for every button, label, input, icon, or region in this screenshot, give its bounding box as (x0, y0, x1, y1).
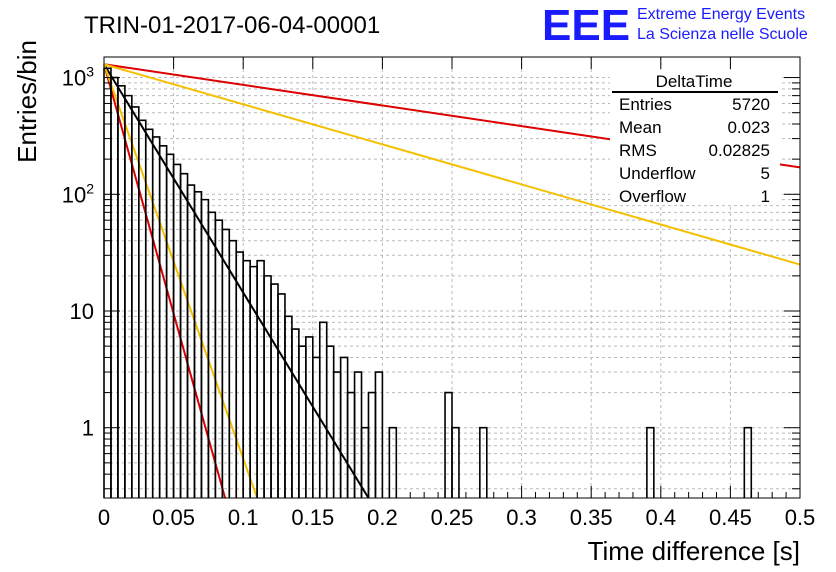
y-tick-label: 1 (82, 416, 94, 441)
histogram-bin (179, 172, 189, 498)
x-tick-label: 0.35 (570, 505, 613, 530)
x-tick-label: 0.15 (291, 505, 334, 530)
x-tick-label: 0.5 (785, 505, 816, 530)
x-tick-label: 0.1 (228, 505, 259, 530)
chart-title: TRIN-01-2017-06-04-00001 (84, 12, 380, 39)
x-tick-label: 0.2 (367, 505, 398, 530)
stats-value: 5 (761, 164, 770, 183)
histogram-bin (479, 426, 488, 498)
stats-value: 1 (761, 187, 770, 206)
histogram-bin (374, 371, 384, 498)
histogram-bin (451, 426, 460, 498)
x-tick-label: 0.3 (506, 505, 537, 530)
stats-value: 5720 (732, 95, 770, 114)
x-tick-label: 0.4 (646, 505, 677, 530)
histogram-bin (263, 275, 272, 498)
histogram-bin (298, 345, 307, 498)
histogram-bin (117, 84, 126, 498)
stats-box: DeltaTime Entries 5720 Mean 0.023 RMS 0.02825… (610, 70, 780, 206)
histogram-bin (124, 94, 133, 498)
histogram-bin (284, 315, 293, 498)
histogram-bin (743, 426, 753, 498)
histogram-bars (103, 67, 753, 498)
histogram-bin (214, 219, 224, 498)
x-tick-label: 0.25 (431, 505, 474, 530)
histogram-bin (291, 328, 300, 498)
x-tick-label: 0 (98, 505, 110, 530)
logo-line-1: Extreme Energy Events (637, 6, 805, 23)
histogram-bin (193, 191, 203, 498)
x-tick-label: 0.05 (152, 505, 195, 530)
y-tick-label: 103 (62, 64, 94, 91)
histogram-bin (110, 76, 119, 498)
logo-letters: EEE (542, 1, 630, 50)
x-axis-label: Time difference [s] (588, 536, 800, 566)
stats-label: Mean (619, 118, 662, 137)
histogram-bin (186, 184, 196, 498)
histogram-bin (444, 391, 453, 498)
stats-label: Entries (619, 95, 672, 114)
y-tick-label: 10 (70, 299, 94, 324)
fit-line (103, 63, 801, 266)
histogram-bin (332, 371, 342, 498)
stats-value: 0.023 (727, 118, 770, 137)
stats-label: RMS (619, 141, 657, 160)
stats-label: Overflow (619, 187, 687, 206)
stats-value: 0.02825 (709, 141, 770, 160)
histogram-bin (346, 391, 356, 498)
y-axis-label: Entries/bin (12, 40, 42, 163)
x-axis: 0 0.05 0.1 0.15 0.2 0.25 0.3 0.35 0.4 0.45 0.5 (98, 57, 815, 530)
histogram-bin (325, 345, 335, 498)
histogram-bin (367, 391, 377, 498)
stats-name: DeltaTime (656, 72, 733, 91)
histogram-bin (646, 426, 655, 498)
logo-line-2: La Scienza nelle Scuole (637, 26, 808, 43)
y-tick-label: 102 (62, 180, 94, 207)
x-tick-label: 0.45 (709, 505, 752, 530)
histogram-bin (277, 293, 286, 498)
histogram-bin (318, 321, 328, 498)
histogram-bin (388, 426, 398, 498)
eee-logo: EEE Extreme Energy Events La Scienza nel… (542, 1, 808, 50)
stats-label: Underflow (619, 164, 696, 183)
histogram-bin (151, 136, 161, 498)
